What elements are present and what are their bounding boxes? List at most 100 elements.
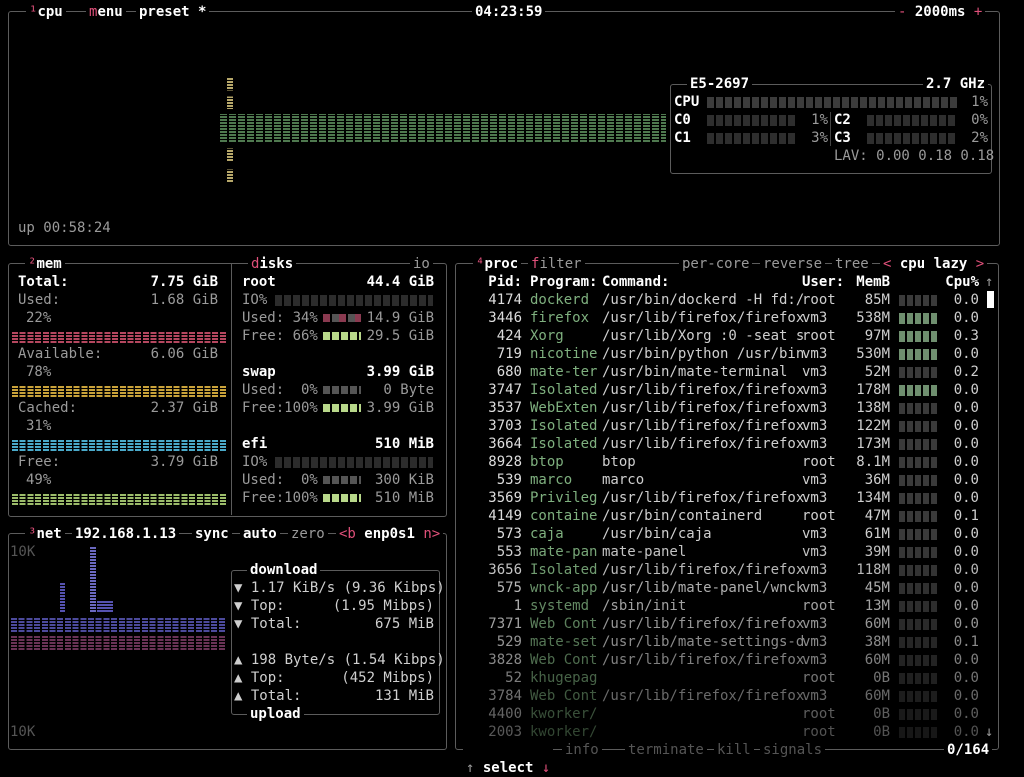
cell-mem: 52M [864,364,890,380]
mem-item-value: 1.68 GiB [150,292,218,308]
mem-title[interactable]: ²mem [25,255,65,273]
cell-mem: 85M [864,292,890,308]
net-download-spike [97,600,113,612]
table-row[interactable]: 3569 Privileg/usr/lib/firefox/firefox vm3 1… [456,489,986,507]
select-down-arrow[interactable]: ↓ [541,760,551,776]
cell-mem: 138M [856,400,890,416]
cpu-mini-graph [899,511,937,522]
net-zero-toggle[interactable]: zero [288,525,328,543]
terminate-button[interactable]: terminate [625,741,707,759]
sort-next[interactable]: > [975,256,985,272]
table-row[interactable]: 539 marco marco vm3 36M 0.0 [456,471,986,489]
cpu-title-num: ¹ [29,4,38,20]
table-row[interactable]: 680 mate-ter/usr/bin/mate-terminal vm3 52M 0… [456,363,986,381]
table-row[interactable]: 719 nicotine/usr/bin/python /usr/bin vm3 53… [456,345,986,363]
header-program[interactable]: Program: [530,274,598,290]
scroll-down-arrow[interactable]: ↓ [985,724,994,740]
disk-used-value: 14.9 GiB [366,310,434,326]
table-row[interactable]: 1 systemd/sbin/init root 13M 0.0 [456,597,986,615]
filter-button[interactable]: filter [528,255,585,273]
table-row[interactable]: 553 mate-pan mate-panel vm3 39M 0.0 [456,543,986,561]
header-command[interactable]: Command: [602,274,670,290]
disk-free-label: Free: 66% [242,328,318,344]
header-user[interactable]: User: [802,274,845,290]
header-pid[interactable]: Pid: [488,274,522,290]
cell-user: vm3 [802,418,828,434]
net-next-iface[interactable]: n> [423,526,441,542]
cell-command: /usr/lib/Xorg :0 -seat s [602,328,805,344]
preset-button[interactable]: preset * [136,3,210,21]
net-sync-toggle[interactable]: sync [192,525,232,543]
table-row[interactable]: 52 khugepag root 0B 0.0 [456,669,986,687]
table-row[interactable]: 573 caja/usr/bin/caja vm3 61M 0.0 [456,525,986,543]
net-title[interactable]: ³net [25,525,65,543]
tree-toggle[interactable]: tree [832,255,872,273]
table-row[interactable]: 4149 containe/usr/bin/containerd root 47M 0.… [456,507,986,525]
table-row[interactable]: 3703 Isolated/usr/lib/firefox/firefox vm3 1… [456,417,986,435]
cell-cpu: 0.0 [953,616,979,632]
io-toggle[interactable]: io [410,255,433,273]
core-label: C2 [834,112,851,128]
proc-title[interactable]: ⁴proc [473,255,522,273]
per-core-toggle[interactable]: per-core [679,255,753,273]
sort-selector[interactable]: < cpu lazy > [880,255,988,273]
cell-cpu: 0.0 [953,472,979,488]
menu-button[interactable]: menu [86,3,126,21]
table-row[interactable]: 4174 dockerd/usr/bin/dockerd -H fd:/root 8… [456,291,986,309]
reverse-toggle[interactable]: reverse [760,255,826,273]
disk-io-meter [275,457,433,468]
header-mem[interactable]: MemB [856,274,890,290]
cpu-info-box [670,84,992,174]
table-row[interactable]: 424 Xorg/usr/lib/Xorg :0 -seat s root 97M 0.… [456,327,986,345]
core-meter [867,133,957,144]
cell-cpu: 0.0 [953,688,979,704]
cell-mem: 38M [864,634,890,650]
table-row[interactable]: 3828 Web Cont/usr/lib/firefox/firefox vm3 6… [456,651,986,669]
table-row[interactable]: 8928 btop btop root 8.1M 0.0 [456,453,986,471]
disk-used-label: Used: 34% [242,310,318,326]
net-prev-iface[interactable]: <b [339,526,356,542]
header-cpu[interactable]: Cpu% [945,274,979,290]
table-row[interactable]: 575 wnck-app/usr/lib/mate-panel/wnck vm3 45… [456,579,986,597]
table-row[interactable]: 4400 kworker/root 0B 0.0 [456,705,986,723]
table-row[interactable]: 3747 Isolated/usr/lib/firefox/firefox vm3 1… [456,381,986,399]
cpu-mini-graph [899,637,937,648]
table-row[interactable]: 529 mate-set/usr/lib/mate-settings-d vm3 38… [456,633,986,651]
table-row[interactable]: 7371 Web Cont/usr/lib/firefox/firefox vm3 6… [456,615,986,633]
disk-name: efi [242,436,268,452]
scrollbar-thumb[interactable] [987,291,994,308]
scroll-up-arrow[interactable]: ↑ [985,274,994,290]
disk-free-meter [323,404,361,412]
interval-control[interactable]: - 2000ms + [895,3,986,21]
cpu-mini-graph [899,349,937,360]
mem-item-meter [12,385,226,397]
cell-command: /usr/lib/mate-panel/wnck [602,580,805,596]
net-auto-toggle[interactable]: auto [240,525,280,543]
cell-command: /usr/bin/containerd [602,508,763,524]
cpu-title[interactable]: ¹cpu [26,3,66,21]
table-row[interactable]: 3664 Isolated/usr/lib/firefox/firefox vm3 1… [456,435,986,453]
sort-prev[interactable]: < [883,256,892,272]
info-button[interactable]: info [562,741,602,759]
table-row[interactable]: 3656 Isolated/usr/lib/firefox/firefox vm3 1… [456,561,986,579]
table-row[interactable]: 3537 WebExten/usr/lib/firefox/firefox vm3 1… [456,399,986,417]
table-row[interactable]: 3784 Web Cont/usr/lib/firefox/firefox vm3 6… [456,687,986,705]
select-up-arrow[interactable]: ↑ [466,760,475,776]
interval-decrease[interactable]: - [898,4,907,20]
table-row[interactable]: 2003 kworker/root 0B 0.0 [456,723,986,741]
cpu-mini-graph [899,403,937,414]
net-title-num: ³ [28,526,37,542]
table-row[interactable]: 3446 firefox/usr/lib/firefox/firefox vm3 53… [456,309,986,327]
disks-title[interactable]: disks [248,255,297,273]
cell-pid: 3703 [488,418,522,434]
cell-program: Isolated [530,436,598,452]
signals-button[interactable]: signals [760,741,826,759]
cpu-mini-graph [899,601,937,612]
cell-pid: 3537 [488,400,522,416]
interval-increase[interactable]: + [973,4,983,20]
kill-button[interactable]: kill [714,741,754,759]
net-interface-selector[interactable]: <b enp0s1 n> [336,525,444,543]
cell-cpu: 0.3 [953,328,979,344]
cell-user: vm3 [802,526,828,542]
upload-total: 131 MiB [374,688,434,704]
